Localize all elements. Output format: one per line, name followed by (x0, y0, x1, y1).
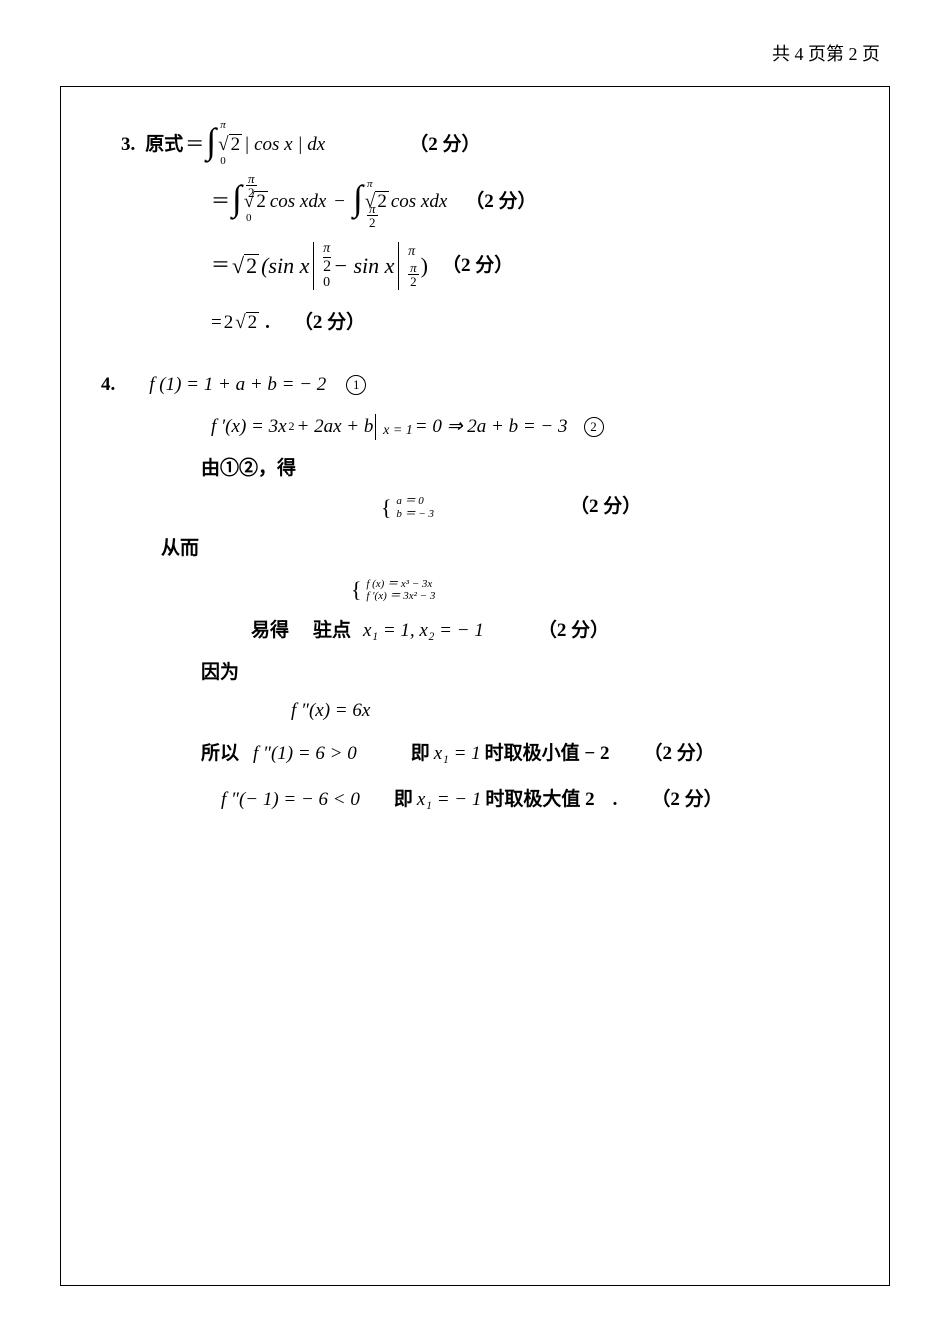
q3-l4-pre: = (211, 305, 222, 341)
q4-fppm1: f ″(− 1) = − 6 < 0 (221, 782, 360, 818)
circled-1-icon: 1 (346, 375, 366, 395)
minus: − (328, 184, 351, 220)
q4-l1: f (1) = 1 + a + b = − 2 (149, 367, 326, 403)
q3-l3-open: (sin x (261, 245, 309, 287)
sqrt-icon: √2 (235, 305, 259, 341)
integral-icon: π2 ∫ 0 (232, 180, 242, 223)
q3-label: 3. (121, 127, 135, 163)
q3-int1-body: | cos x | dx (244, 127, 325, 163)
q4-line1: 4. f (1) = 1 + a + b = − 2 1 (101, 367, 849, 403)
score-badge: （2 分） (538, 613, 609, 649)
integral-icon: π ∫ 0 (206, 123, 216, 166)
score-badge: （2 分） (651, 782, 722, 818)
q4-line4b: { f (x) ＝ x³ − 3x f ′(x) ＝ 3x² − 3 (101, 571, 849, 607)
q4-fpp: f ″(x) = 6x (291, 693, 370, 729)
q3-l3-mid: − sin x (333, 245, 394, 287)
brace-icon: { f (x) ＝ x³ − 3x f ′(x) ＝ 3x² − 3 (351, 571, 435, 607)
question-3: 3. 原式 ＝ π ∫ 0 √2 | cos x | dx （2 分） ＝ π2 (101, 123, 849, 341)
q3-line2: ＝ π2 ∫ 0 √2 cos xdx − π ∫ π2 √2 cos xdx … (101, 180, 849, 223)
q4-line8: f ″(− 1) = − 6 < 0 即 x₁ = − 1 时取极大值 2 . … (101, 782, 849, 818)
integral-icon: π ∫ π2 (353, 180, 363, 223)
q4-label: 4. (101, 367, 115, 403)
q4-line6: 因为 (101, 655, 849, 691)
q4-fpp1: f ″(1) = 6 > 0 (253, 736, 357, 772)
q4-by: 由①②，得 (201, 451, 296, 487)
q4-so: 所以 (201, 736, 239, 772)
answer-frame: 3. 原式 ＝ π ∫ 0 √2 | cos x | dx （2 分） ＝ π2 (60, 86, 890, 1286)
q4-ji2-pre: 即 (394, 782, 413, 818)
q4-line4: 从而 (101, 531, 849, 567)
q4-line2: f ′(x) = 3x2 + 2ax + b x = 1 = 0 ⇒ 2a + … (101, 409, 849, 445)
q4-line3: 由①②，得 (101, 451, 849, 487)
q4-line3b: { a ＝ 0 b ＝ − 3 （2 分） (101, 489, 849, 525)
sqrt-icon: √2 (232, 245, 259, 287)
q3-int2a-body: cos xdx (270, 184, 326, 220)
q4-line7: 所以 f ″(1) = 6 > 0 即 x₁ = 1 时取极小值 − 2 （2 … (101, 736, 849, 772)
page: 共 4 页第 2 页 3. 原式 ＝ π ∫ 0 √2 | cos x | dx… (0, 0, 950, 1344)
q4-because: 因为 (201, 655, 239, 691)
score-badge: （2 分） (570, 489, 641, 525)
q4-l2-mid: + 2ax + b (297, 409, 374, 445)
q4-hence: 从而 (161, 531, 199, 567)
q4-ji2-x: x₁ = − 1 (415, 782, 483, 818)
score-badge: （2 分） (294, 305, 365, 341)
q4-dot: . (613, 782, 618, 818)
q4-easy: 易得 (251, 613, 289, 649)
q3-int2b-body: cos xdx (391, 184, 447, 220)
q4-ji1-post: 时取极小值 − 2 (485, 736, 610, 772)
q4-ji1-x: x₁ = 1 (432, 736, 483, 772)
q3-line3: ＝ √2 (sin x π 2 0 − sin x π π2 (101, 241, 849, 290)
q3-line4: = 2√2 . （2 分） (101, 305, 849, 341)
q3-l3-pre: ＝ (211, 248, 230, 284)
q4-ji1-pre: 即 (411, 736, 430, 772)
score-badge: （2 分） (409, 127, 480, 163)
score-badge: （2 分） (442, 248, 513, 284)
eval-bar-icon: π π2 (398, 242, 418, 290)
page-number-header: 共 4 页第 2 页 (60, 40, 890, 66)
score-badge: （2 分） (643, 736, 714, 772)
q4-station-eq: x₁ = 1, x₂ = − 1 (363, 613, 484, 649)
q4-l2-post: = 0 ⇒ 2a + b = − 3 (415, 409, 568, 445)
question-4: 4. f (1) = 1 + a + b = − 2 1 f ′(x) = 3x… (101, 367, 849, 818)
q4-line5: 易得 驻点 x₁ = 1, x₂ = − 1 （2 分） (101, 613, 849, 649)
q3-line1: 3. 原式 ＝ π ∫ 0 √2 | cos x | dx （2 分） (101, 123, 849, 166)
eval-bar-icon: π 2 0 (313, 241, 331, 290)
q3-l4-post: . (261, 305, 270, 341)
q4-l2-pre: f ′(x) = 3x (211, 409, 287, 445)
q4-l2-sq: 2 (289, 415, 295, 438)
q3-l3-close: ) (421, 245, 428, 287)
brace-icon: { a ＝ 0 b ＝ − 3 (381, 489, 434, 525)
eval-bar-icon: x = 1 (375, 409, 412, 445)
q4-ji2-post: 时取极大值 2 (485, 782, 594, 818)
q3-eqword: 原式 (145, 127, 183, 163)
q4-line6b: f ″(x) = 6x (101, 693, 849, 729)
q4-station: 驻点 (313, 613, 351, 649)
score-badge: （2 分） (465, 184, 536, 220)
circled-2-icon: 2 (584, 417, 604, 437)
